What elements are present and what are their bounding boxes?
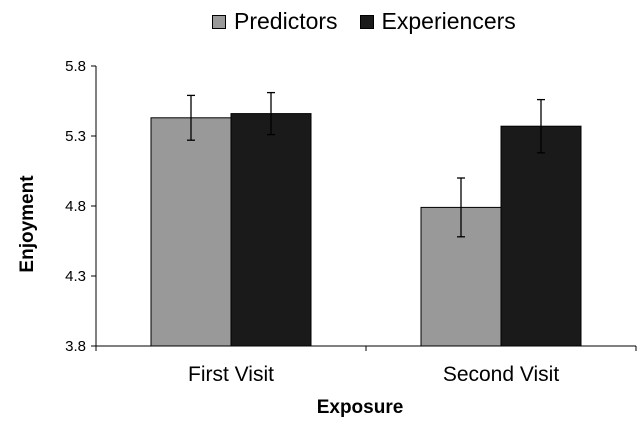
x-tick-label: First Visit xyxy=(188,363,274,386)
y-tick-label: 4.8 xyxy=(65,198,86,215)
bar-experiencers-1 xyxy=(500,125,582,347)
y-tick-label: 5.3 xyxy=(65,128,86,145)
y-tick-label: 4.3 xyxy=(65,268,86,285)
y-tick-label: 5.8 xyxy=(65,58,86,75)
x-axis-label: Exposure xyxy=(316,397,404,418)
bar-experiencers-0 xyxy=(230,113,312,347)
legend-label-predictors: Predictors xyxy=(234,8,338,34)
bar-predictors-0 xyxy=(150,117,232,347)
legend-item-predictors: Predictors xyxy=(212,8,338,35)
legend-label-experiencers: Experiencers xyxy=(381,8,516,34)
chart-legend: Predictors Experiencers xyxy=(212,8,538,35)
legend-swatch-experiencers xyxy=(359,14,374,29)
y-axis-label: Enjoyment xyxy=(17,175,38,273)
y-tick-label: 3.8 xyxy=(65,338,86,355)
legend-swatch-predictors xyxy=(212,14,226,29)
x-tick-label: Second Visit xyxy=(443,363,560,386)
legend-item-experiencers: Experiencers xyxy=(359,8,516,35)
